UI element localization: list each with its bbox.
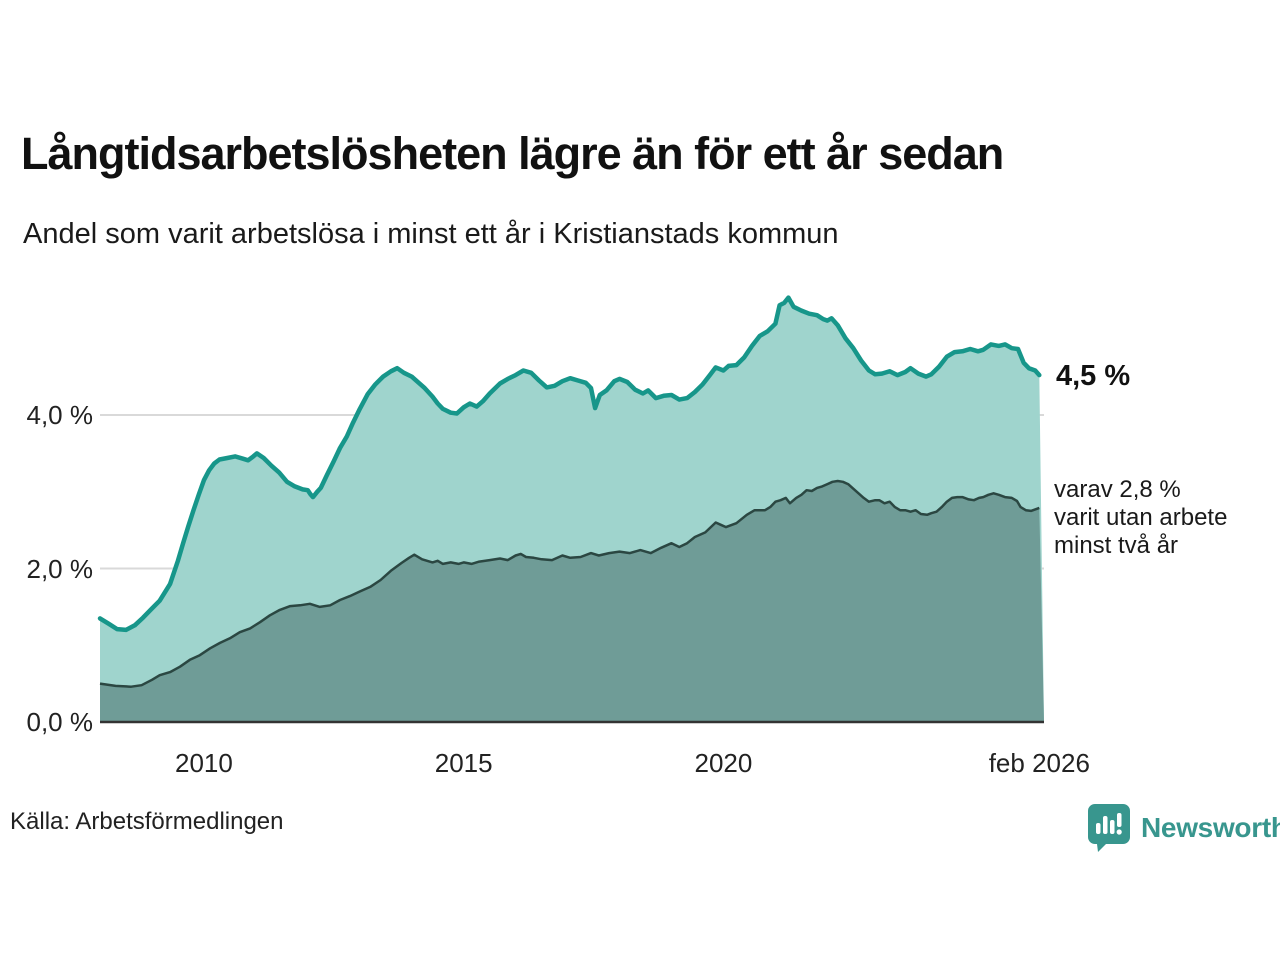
page-title: Långtidsarbetslösheten lägre än för ett … bbox=[21, 128, 1004, 179]
x-axis-tick-label: 2015 bbox=[434, 748, 493, 778]
area-at-least-two-years bbox=[100, 481, 1044, 722]
newsworthy-logo: Newsworthy bbox=[1087, 803, 1280, 853]
x-axis-tick-label: 2020 bbox=[694, 748, 753, 778]
secondary-annotation: varav 2,8 % varit utan arbete minst två … bbox=[1054, 476, 1228, 559]
newsworthy-bubble-icon bbox=[1088, 804, 1130, 852]
y-axis-tick-label: 0,0 % bbox=[26, 707, 94, 737]
x-axis-tick-label: feb 2026 bbox=[988, 748, 1090, 778]
y-axis-tick-label: 2,0 % bbox=[26, 553, 94, 584]
line-at-least-two-years bbox=[99, 479, 1040, 688]
end-value-label: 4,5 % bbox=[1056, 360, 1131, 392]
y-axis-tick-label: 4,0 % bbox=[26, 400, 94, 430]
logo-wordmark: Newsworthy bbox=[1141, 812, 1280, 843]
line-at-least-one-year bbox=[97, 295, 1042, 633]
x-axis-tick-label: 2010 bbox=[174, 748, 233, 778]
page-subtitle: Andel som varit arbetslösa i minst ett å… bbox=[23, 218, 839, 250]
source-note: Källa: Arbetsförmedlingen bbox=[10, 808, 284, 835]
